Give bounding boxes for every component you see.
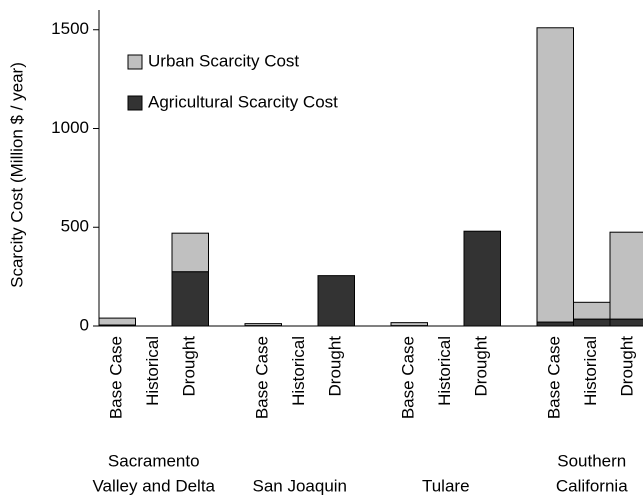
x-tick-label: Historical (581, 336, 600, 406)
bar-segment (463, 230, 501, 327)
group-label: Southern (557, 451, 626, 470)
x-tick-label: Base Case (399, 336, 418, 419)
x-tick-label: Historical (435, 336, 454, 406)
group-label: Sacramento (108, 451, 200, 470)
bar-segment (171, 271, 209, 327)
x-tick-label: Drought (472, 336, 491, 397)
x-tick-label: Historical (289, 336, 308, 406)
group-label: Tulare (422, 476, 470, 495)
x-tick-label: Base Case (545, 336, 564, 419)
x-tick-label: Base Case (107, 336, 126, 419)
x-tick-label: Base Case (253, 336, 272, 419)
bar-segment (536, 321, 574, 327)
bar-segment (573, 318, 611, 327)
legend-label: Urban Scarcity Cost (148, 51, 299, 70)
x-tick-label: Historical (143, 336, 162, 406)
bar-segment (536, 27, 574, 323)
bar-segment (609, 318, 643, 327)
bar-segment (573, 301, 611, 320)
bar-segment (171, 232, 209, 273)
x-tick-label: Drought (618, 336, 637, 397)
x-tick-label: Drought (326, 336, 345, 397)
group-label: San Joaquin (252, 476, 347, 495)
bar-segment (98, 317, 136, 326)
y-axis-title: Scarcity Cost (Million $ / year) (7, 62, 26, 288)
group-label: California (556, 476, 628, 495)
bar-segment (244, 323, 282, 327)
x-tick-label: Drought (180, 336, 199, 397)
bar-segment (609, 231, 643, 320)
y-tick-label: 1000 (51, 118, 89, 137)
group-label: Valley and Delta (92, 476, 215, 495)
y-tick-label: 1500 (51, 19, 89, 38)
bar-segment (317, 275, 355, 327)
legend-label: Agricultural Scarcity Cost (148, 92, 338, 111)
y-tick-label: 500 (61, 217, 89, 236)
y-tick-label: 0 (80, 315, 89, 334)
bar-segment (390, 322, 428, 327)
legend-swatch (127, 54, 143, 70)
legend-swatch (127, 95, 143, 111)
